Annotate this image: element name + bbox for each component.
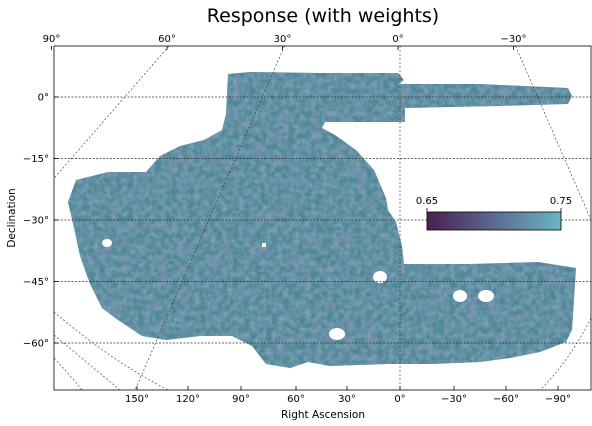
masked-region xyxy=(329,328,345,340)
ra-bottom-tick-label: 0° xyxy=(394,394,405,405)
ra-bottom-tick-labels: 150° 120° 90° 60° 30° 0° −30° −60° −90° xyxy=(125,386,571,405)
ra-gridline xyxy=(134,46,285,390)
ra-top-tick-label: 60° xyxy=(158,34,176,45)
ra-bottom-tick-label: 60° xyxy=(287,394,305,405)
x-axis-label: Right Ascension xyxy=(281,409,365,421)
ra-bottom-tick-label: 90° xyxy=(232,394,250,405)
dec-tick-label: −15° xyxy=(23,154,49,165)
masked-region xyxy=(453,290,467,302)
colorbar-gradient xyxy=(426,211,562,231)
graticule-arc xyxy=(54,357,83,390)
ra-bottom-tick-label: 120° xyxy=(176,394,200,405)
ra-bottom-tick-label: 30° xyxy=(338,394,356,405)
graticule-arc xyxy=(54,311,169,390)
ra-top-tick-label: 30° xyxy=(274,34,292,45)
ra-bottom-tick-label: −60° xyxy=(493,394,519,405)
masked-region xyxy=(478,290,494,302)
dec-tick-label: 0° xyxy=(38,93,49,104)
masked-region xyxy=(102,239,112,247)
ra-bottom-tick-label: −30° xyxy=(441,394,467,405)
graticule-arc xyxy=(539,317,591,390)
ra-bottom-tick-label: 150° xyxy=(125,394,149,405)
chart-title: Response (with weights) xyxy=(207,5,439,27)
dec-tick-labels: 0° −15° −30° −45° −60° xyxy=(23,93,58,350)
ra-bottom-tick-label: −90° xyxy=(545,394,571,405)
dec-tick-label: −45° xyxy=(23,277,49,288)
colorbar: 0.65 0.75 xyxy=(416,196,572,231)
ra-top-tick-label: −30° xyxy=(500,34,526,45)
colorbar-min-label: 0.65 xyxy=(416,196,438,207)
ra-top-tick-label: 90° xyxy=(43,34,61,45)
graticule xyxy=(54,46,591,390)
colorbar-max-label: 0.75 xyxy=(550,196,572,207)
axes-frame xyxy=(53,45,592,391)
ra-top-tick-labels: 90° 60° 30° 0° −30° xyxy=(43,34,527,50)
graticule-arc xyxy=(54,334,121,390)
ra-top-tick-label: 0° xyxy=(392,34,403,45)
dec-tick-label: −30° xyxy=(23,216,49,227)
masked-region xyxy=(373,271,387,283)
masked-region xyxy=(262,243,266,247)
dec-tick-label: −60° xyxy=(23,339,49,350)
y-axis-label: Declination xyxy=(6,188,18,247)
